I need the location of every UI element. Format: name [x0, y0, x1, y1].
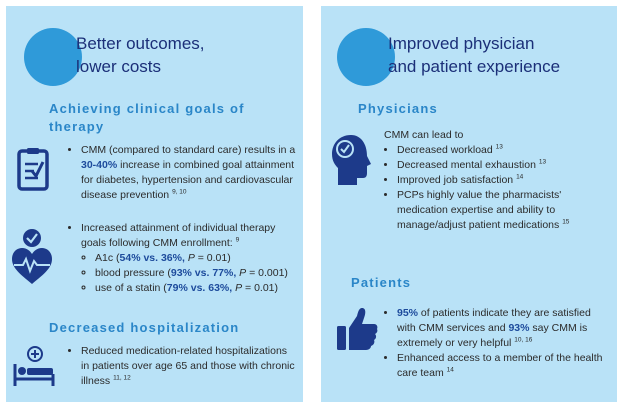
- pt1-hl2: 93%: [508, 322, 530, 334]
- sub-a1c: A1c (54% vs. 36%, P = 0.01): [95, 251, 296, 266]
- sub3-hl: 79% vs. 63%,: [166, 282, 233, 294]
- clipboard-check-icon: [17, 148, 49, 191]
- physician-item-expertise: PCPs highly value the pharmacists' medic…: [397, 188, 610, 233]
- pt2-ref: 14: [446, 366, 454, 374]
- sub1-hl: 54% vs. 36%,: [119, 252, 185, 264]
- b1-post: increase in combined goal attainment for…: [81, 159, 295, 201]
- pt1-post: say CMM is extremely or very helpful: [397, 322, 588, 349]
- p2-ref: 13: [538, 158, 547, 166]
- sub2-pre: blood pressure (: [95, 267, 171, 279]
- right-panel: Improved physician and patient experienc…: [321, 6, 617, 402]
- pt1-hl1: 95%: [397, 307, 419, 319]
- physicians-heading: Physicians: [358, 101, 438, 116]
- right-title-line2: and patient experience: [388, 57, 561, 76]
- sub2-post: = 0.001): [246, 267, 288, 279]
- b2-ref: 9: [235, 236, 240, 244]
- hospital-bed-icon: [13, 346, 55, 386]
- left-title: Better outcomes, lower costs: [76, 32, 205, 78]
- sub3-post: = 0.01): [242, 282, 279, 294]
- physician-item-satisfaction: Improved job satisfaction 14: [397, 173, 610, 188]
- pt1-mid: of patients indicate they are satisfied …: [397, 307, 591, 334]
- p1-ref: 13: [495, 143, 503, 151]
- sub3-pre: use of a statin (: [95, 282, 167, 294]
- patient-item-access: Enhanced access to a member of the healt…: [397, 351, 612, 381]
- sub2-p: P: [236, 267, 247, 279]
- clinical-goals-heading: Achieving clinical goals of therapy: [49, 100, 245, 136]
- b1-ref: 9, 10: [172, 188, 187, 196]
- decorative-circle: [24, 28, 82, 86]
- sub-statin: use of a statin (79% vs. 63%, P = 0.01): [95, 281, 296, 296]
- physicians-list: CMM can lead to Decreased workload 13 De…: [384, 128, 610, 233]
- bullet-cmm-goal-attainment: CMM (compared to standard care) results …: [68, 143, 296, 203]
- sub1-pre: A1c (: [95, 252, 120, 264]
- p3-text: Improved job satisfaction: [397, 174, 517, 186]
- bullet-reduced-hospitalizations: Reduced medication-related hospitalizati…: [68, 344, 296, 389]
- thumbs-up-icon: [337, 308, 378, 350]
- clinical-goals-heading-line2: therapy: [49, 119, 105, 134]
- physician-item-exhaustion: Decreased mental exhaustion 13: [397, 158, 610, 173]
- hospitalization-heading: Decreased hospitalization: [49, 320, 240, 335]
- p4-ref: 15: [562, 218, 570, 226]
- physician-item-workload: Decreased workload 13: [397, 143, 610, 158]
- p1-text: Decreased workload: [397, 144, 496, 156]
- sub1-p: P: [184, 252, 195, 264]
- left-panel: Better outcomes, lower costs Achieving c…: [6, 6, 303, 402]
- pt2-text: Enhanced access to a member of the healt…: [397, 352, 603, 379]
- right-title-line1: Improved physician: [388, 34, 535, 53]
- sub1-post: = 0.01): [194, 252, 231, 264]
- bullet-individual-goals: Increased attainment of individual thera…: [68, 221, 296, 296]
- physicians-intro: CMM can lead to: [384, 129, 464, 141]
- p4-text: PCPs highly value the pharmacists' medic…: [397, 189, 563, 231]
- b3-ref: 11, 12: [113, 374, 131, 382]
- heart-check-icon: [12, 229, 52, 284]
- b3-text: Reduced medication-related hospitalizati…: [81, 345, 295, 387]
- sub3-p: P: [232, 282, 243, 294]
- b2-text: Increased attainment of individual thera…: [81, 222, 276, 249]
- left-title-line2: lower costs: [76, 57, 162, 76]
- clinical-goals-heading-line1: Achieving clinical goals of: [49, 101, 245, 116]
- p2-text: Decreased mental exhaustion: [397, 159, 539, 171]
- p3-ref: 14: [516, 173, 524, 181]
- pt1-ref: 10, 16: [514, 336, 533, 344]
- decorative-circle: [337, 28, 395, 86]
- right-title: Improved physician and patient experienc…: [388, 32, 560, 78]
- patient-item-satisfaction: 95% of patients indicate they are satisf…: [397, 306, 612, 351]
- b1-highlight: 30-40%: [81, 159, 118, 171]
- b1-pre: CMM (compared to standard care) results …: [81, 144, 296, 156]
- patients-heading: Patients: [351, 275, 412, 290]
- sub-blood-pressure: blood pressure (93% vs. 77%, P = 0.001): [95, 266, 296, 281]
- head-check-icon: [332, 135, 371, 185]
- patients-list: 95% of patients indicate they are satisf…: [384, 306, 612, 381]
- left-title-line1: Better outcomes,: [76, 34, 205, 53]
- sub2-hl: 93% vs. 77%,: [170, 267, 237, 279]
